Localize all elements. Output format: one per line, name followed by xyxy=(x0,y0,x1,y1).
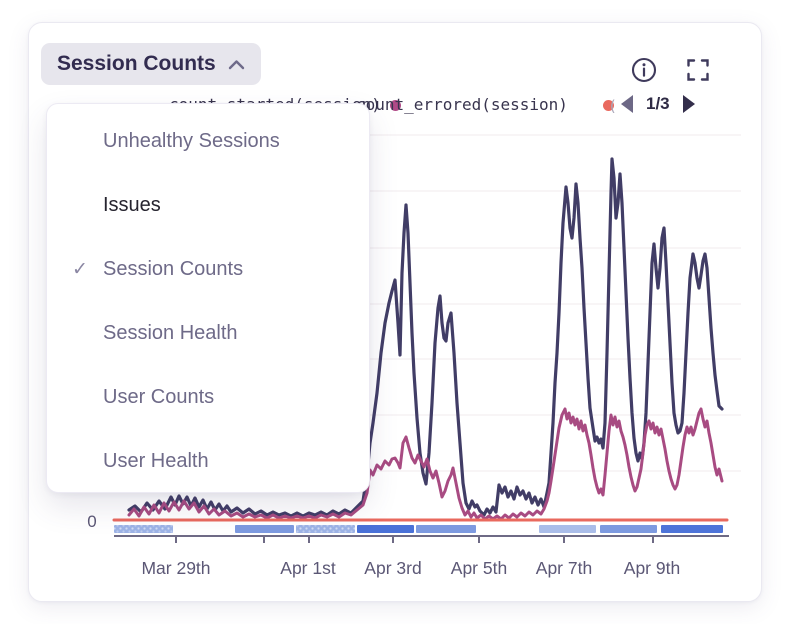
svg-text:Apr 1st: Apr 1st xyxy=(280,558,336,578)
svg-text:Apr 7th: Apr 7th xyxy=(536,558,592,578)
fullscreen-icon xyxy=(685,59,711,86)
legend-dot-icon xyxy=(602,100,614,111)
menu-item-unhealthy-sessions[interactable]: Unhealthy Sessions xyxy=(47,109,369,173)
menu-item-issues[interactable]: Issues xyxy=(47,173,369,237)
menu-item-user-counts[interactable]: User Counts xyxy=(47,365,369,429)
legend-next-icon[interactable] xyxy=(682,95,695,113)
svg-text:0: 0 xyxy=(87,512,96,531)
legend-overflow-fragment: ( xyxy=(608,97,618,115)
x-axis xyxy=(114,535,729,543)
menu-item-label: Session Health xyxy=(103,321,238,344)
session-timeline-bar xyxy=(114,525,723,533)
legend-dot-icon xyxy=(389,100,401,111)
menu-item-session-counts[interactable]: ✓ Session Counts xyxy=(47,237,369,301)
info-button[interactable] xyxy=(630,56,658,84)
menu-item-label: Unhealthy Sessions xyxy=(103,129,280,152)
legend-item-count-errored[interactable]: count_errored(session) xyxy=(356,95,614,114)
menu-item-label: Issues xyxy=(103,193,161,216)
svg-text:Apr 3rd: Apr 3rd xyxy=(364,558,421,578)
menu-item-user-health[interactable]: User Health xyxy=(47,429,369,493)
svg-text:Apr 9th: Apr 9th xyxy=(624,558,680,578)
svg-text:Apr 5th: Apr 5th xyxy=(451,558,507,578)
svg-text:Mar 29th: Mar 29th xyxy=(141,558,210,578)
legend-pagination: 1/3 xyxy=(621,94,695,114)
legend-page-indicator: 1/3 xyxy=(646,94,670,113)
metric-selector-button[interactable]: Session Counts xyxy=(41,43,261,85)
menu-item-label: User Counts xyxy=(103,385,215,408)
menu-item-session-health[interactable]: Session Health xyxy=(47,301,369,365)
chevron-up-icon xyxy=(228,59,245,70)
checkmark-icon: ✓ xyxy=(72,258,88,280)
metric-selector-label: Session Counts xyxy=(57,52,216,75)
legend-label: count_errored(session) xyxy=(356,95,568,114)
fullscreen-button[interactable] xyxy=(685,57,711,83)
info-icon xyxy=(630,57,658,87)
axis-labels: Mar 29th Apr 1st Apr 3rd Apr 5th Apr 7th Apr … xyxy=(87,512,680,578)
menu-item-label: Session Counts xyxy=(103,257,244,280)
menu-item-label: User Health xyxy=(103,449,209,472)
legend-prev-icon[interactable] xyxy=(621,95,633,113)
chart-card: Mar 29th Apr 1st Apr 3rd Apr 5th Apr 7th Apr … xyxy=(28,22,762,602)
metric-dropdown-menu: Unhealthy Sessions Issues ✓ Session Coun… xyxy=(46,103,370,493)
